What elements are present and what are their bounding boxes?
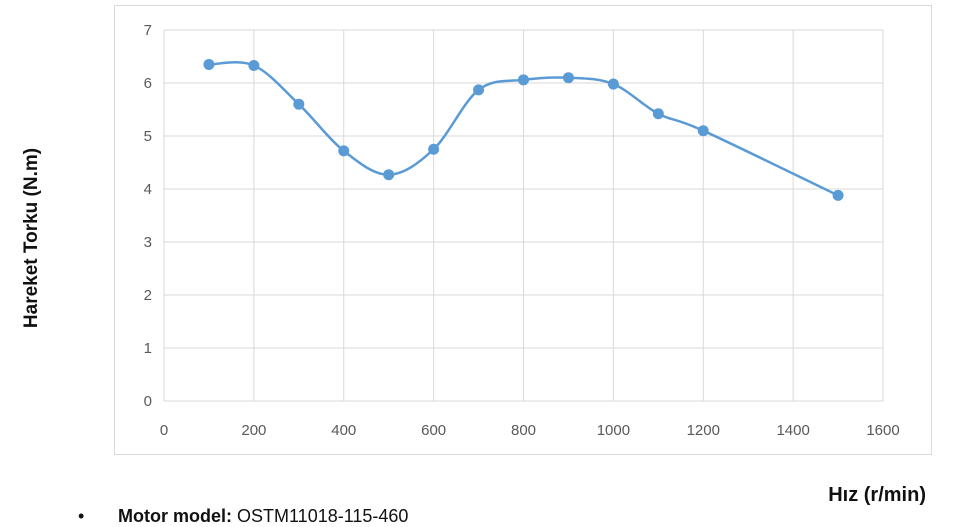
x-tick-label: 0 [160, 422, 168, 439]
x-tick-label: 1200 [687, 422, 720, 439]
x-tick-label: 1400 [776, 422, 809, 439]
data-point [652, 108, 664, 120]
data-point [248, 60, 260, 72]
y-axis-label: Hareket Torku (N.m) [21, 147, 42, 329]
data-point [338, 145, 350, 157]
motor-model-note: • Motor model: OSTM11018-115-460 [78, 506, 408, 527]
data-point [428, 143, 440, 155]
data-point [832, 189, 844, 201]
x-tick-label: 400 [331, 422, 356, 439]
y-tick-label: 5 [144, 128, 152, 145]
data-point [518, 74, 529, 86]
y-tick-label: 2 [144, 287, 152, 304]
motor-model-value: OSTM11018-115-460 [237, 506, 409, 526]
data-point [562, 72, 574, 84]
motor-model-label: Motor model: [118, 506, 232, 526]
y-tick-label: 3 [144, 234, 152, 251]
x-tick-label: 1000 [597, 422, 630, 439]
data-point [383, 169, 395, 181]
y-tick-label: 1 [144, 340, 152, 357]
x-tick-label: 600 [421, 422, 446, 439]
y-tick-label: 6 [144, 75, 152, 92]
data-point [473, 84, 485, 96]
y-tick-label: 7 [144, 22, 152, 39]
data-point [697, 125, 709, 137]
x-axis-label: Hız (r/min) [828, 484, 926, 506]
data-point [203, 58, 215, 70]
data-point [293, 98, 305, 110]
y-tick-label: 4 [144, 181, 152, 198]
line-chart: 0 1 2 3 4 5 6 7 0 200 400 600 800 1000 1200 1400 1600 [144, 22, 900, 439]
x-tick-label: 200 [241, 422, 266, 439]
x-tick-label: 1600 [866, 422, 899, 439]
data-point [607, 78, 619, 90]
y-tick-label: 0 [144, 393, 152, 410]
x-tick-label: 800 [511, 422, 536, 439]
chart-frame: 0 1 2 3 4 5 6 7 0 200 400 600 800 1000 1200 1400 1600 [114, 5, 932, 455]
bullet-icon: • [78, 506, 85, 526]
